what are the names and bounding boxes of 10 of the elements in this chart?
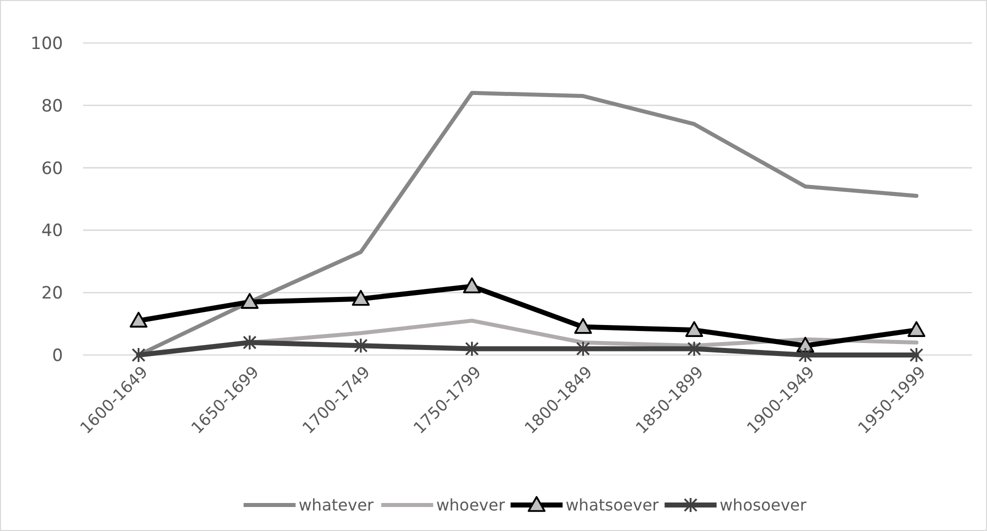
legend-label: whatever — [298, 496, 374, 515]
y-tick-label: 100 — [30, 34, 63, 54]
legend-label: whosoever — [720, 496, 807, 515]
y-tick-label: 80 — [41, 96, 63, 116]
y-tick-label: 40 — [41, 221, 63, 242]
y-tick-label: 20 — [41, 284, 63, 304]
legend-label: whatsoever — [566, 496, 660, 515]
y-tick-label: 60 — [41, 158, 63, 179]
legend-label: whoever — [436, 496, 506, 515]
y-tick-label: 0 — [52, 346, 63, 366]
